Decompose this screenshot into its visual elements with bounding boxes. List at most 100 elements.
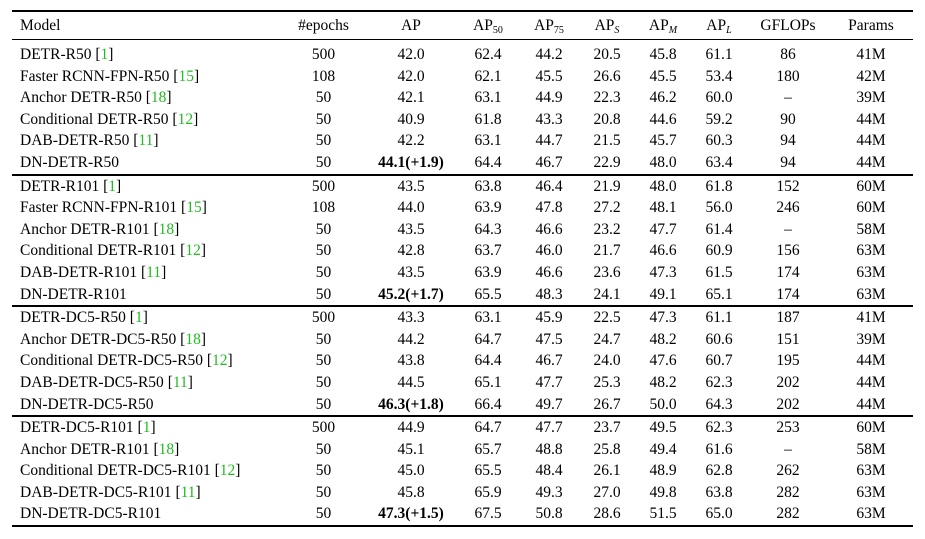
cell-epochs: 50 — [315, 263, 332, 281]
cell-gflops: 94 — [780, 132, 796, 150]
cell-apm: 49.8 — [649, 483, 677, 501]
cell-params: 60M — [856, 419, 886, 437]
cell-epochs: 50 — [315, 153, 332, 171]
citation-link[interactable]: 18 — [158, 220, 175, 238]
table-body: DETR-R50 [1] 500 42.0 62.4 44.2 20.5 45.8 61.1 8… — [12, 40, 913, 527]
cell-apl: 65.0 — [705, 505, 733, 523]
cell-ap50: 63.9 — [474, 263, 502, 281]
cell-ap: 43.3 — [397, 309, 425, 327]
cell-model: DAB-DETR-R101 [11] — [20, 263, 167, 281]
model-name: Conditional DETR-R50 — [20, 110, 169, 128]
cell-epochs: 50 — [315, 220, 332, 238]
header-ap50: AP50 — [457, 11, 519, 40]
table-row: DAB-DETR-DC5-R101 [11] 50 45.8 65.9 49.3 27.0… — [12, 482, 913, 504]
model-name: DAB-DETR-R101 — [20, 263, 138, 281]
cell-ap: 43.8 — [397, 352, 425, 370]
cell-apl: 64.3 — [705, 395, 733, 413]
cell-model: DN-DETR-DC5-R50 — [12, 394, 282, 417]
citation-link[interactable]: 11 — [180, 483, 196, 501]
header-apl-sub: L — [726, 25, 732, 36]
model-name: Conditional DETR-R101 — [20, 242, 177, 260]
citation-link[interactable]: 18 — [158, 440, 175, 458]
cell-gflops: 282 — [776, 505, 800, 523]
cell-apl: 61.1 — [705, 46, 733, 63]
cell-ap50: 65.9 — [474, 483, 502, 501]
cell-apl: 56.0 — [705, 199, 733, 217]
citation-link[interactable]: 12 — [212, 352, 228, 370]
cell-epochs: 500 — [311, 419, 336, 437]
cell-params: 44M — [856, 110, 886, 128]
header-ap75: AP75 — [519, 11, 579, 40]
cell-params: 41M — [856, 309, 886, 327]
citation-link[interactable]: 12 — [219, 462, 236, 480]
cell-apm: 46.6 — [649, 242, 677, 260]
header-apl-base: AP — [706, 17, 727, 34]
cell-gflops: 195 — [776, 352, 800, 370]
model-name: Anchor DETR-R101 — [20, 220, 150, 238]
model-name: Faster RCNN-FPN-R101 — [20, 199, 178, 217]
cell-apm: 48.9 — [649, 462, 677, 480]
citation-link[interactable]: 12 — [177, 110, 194, 128]
cell-gflops: 86 — [780, 46, 796, 63]
cell-ap75: 46.7 — [535, 352, 563, 370]
cell-apm: 48.1 — [649, 199, 677, 217]
model-name: Anchor DETR-R101 — [20, 440, 150, 458]
cell-model: Anchor DETR-R101 [18] — [20, 440, 180, 458]
table-row: Conditional DETR-R50 [12] 50 40.9 61.8 43.3 2… — [12, 109, 913, 131]
citation-link[interactable]: 15 — [186, 199, 202, 217]
citation-link[interactable]: 1 — [100, 46, 109, 63]
cell-apm: 44.6 — [649, 110, 677, 128]
table-row: DETR-R101 [1] 500 43.5 63.8 46.4 21.9 48.0 61.8… — [12, 174, 913, 198]
citation-link[interactable]: 1 — [134, 309, 143, 327]
cell-epochs: 108 — [311, 67, 336, 85]
citation-link[interactable]: 15 — [178, 67, 194, 85]
cell-model: DAB-DETR-DC5-R50 [11] — [20, 373, 193, 391]
cell-ap: 45.0 — [397, 462, 425, 480]
cell-epochs: 50 — [315, 285, 332, 303]
cell-apl: 60.3 — [705, 132, 733, 150]
cell-params: 63M — [856, 462, 886, 480]
cell-ap: 43.5 — [397, 263, 425, 281]
citation-link[interactable]: 1 — [142, 419, 151, 437]
cell-epochs: 50 — [315, 132, 332, 150]
cell-ap50: 65.7 — [474, 440, 502, 458]
cell-ap75: 46.6 — [535, 263, 563, 281]
cell-ap75: 49.3 — [535, 483, 563, 501]
citation-link[interactable]: 18 — [150, 89, 167, 107]
model-name: Conditional DETR-DC5-R101 — [20, 462, 211, 480]
cell-epochs: 500 — [311, 177, 336, 195]
cell-aps: 20.5 — [593, 46, 621, 63]
cell-params: 42M — [856, 67, 886, 85]
cell-ap75: 43.3 — [535, 110, 563, 128]
cell-gflops: 90 — [780, 110, 796, 128]
header-apm-base: AP — [648, 17, 669, 34]
citation-link[interactable]: 11 — [138, 132, 154, 150]
cell-params: 63M — [856, 483, 886, 501]
cell-params: 60M — [856, 199, 886, 217]
table-row: Anchor DETR-R50 [18] 50 42.1 63.1 44.9 22.3 46… — [12, 87, 913, 109]
cell-params: 44M — [856, 352, 886, 370]
citation-link[interactable]: 18 — [185, 330, 201, 348]
table-row: Anchor DETR-DC5-R50 [18] 50 44.2 64.7 47.5 24… — [12, 329, 913, 351]
citation-link[interactable]: 1 — [108, 177, 117, 195]
cell-model: DETR-DC5-R50 [1] — [20, 309, 148, 327]
cell-model: Conditional DETR-R50 [12] — [20, 110, 199, 128]
cell-ap: 43.5 — [397, 220, 425, 238]
table-header: Model #epochs AP AP50 AP75 APS APM APL G… — [12, 11, 913, 40]
cell-gflops: 180 — [776, 67, 800, 85]
table-row: DAB-DETR-R50 [11] 50 42.2 63.1 44.7 21.5 45.7 6… — [12, 130, 913, 152]
header-gflops: GFLOPs — [760, 17, 816, 34]
citation-link[interactable]: 11 — [146, 263, 162, 281]
cell-apm: 51.5 — [649, 505, 677, 523]
cell-apm: 48.0 — [649, 177, 677, 195]
cell-epochs: 50 — [315, 330, 332, 348]
cell-ap75: 48.3 — [535, 285, 563, 303]
cell-aps: 22.9 — [593, 153, 621, 171]
cell-aps: 20.8 — [593, 110, 621, 128]
citation-link[interactable]: 12 — [185, 242, 201, 260]
citation-link[interactable]: 11 — [172, 373, 188, 391]
table-row: DAB-DETR-R101 [11] 50 43.5 63.9 46.6 23.6 47.3… — [12, 262, 913, 284]
cell-ap75: 47.5 — [535, 330, 563, 348]
header-epochs: #epochs — [298, 17, 349, 34]
cell-aps: 21.9 — [593, 177, 621, 195]
